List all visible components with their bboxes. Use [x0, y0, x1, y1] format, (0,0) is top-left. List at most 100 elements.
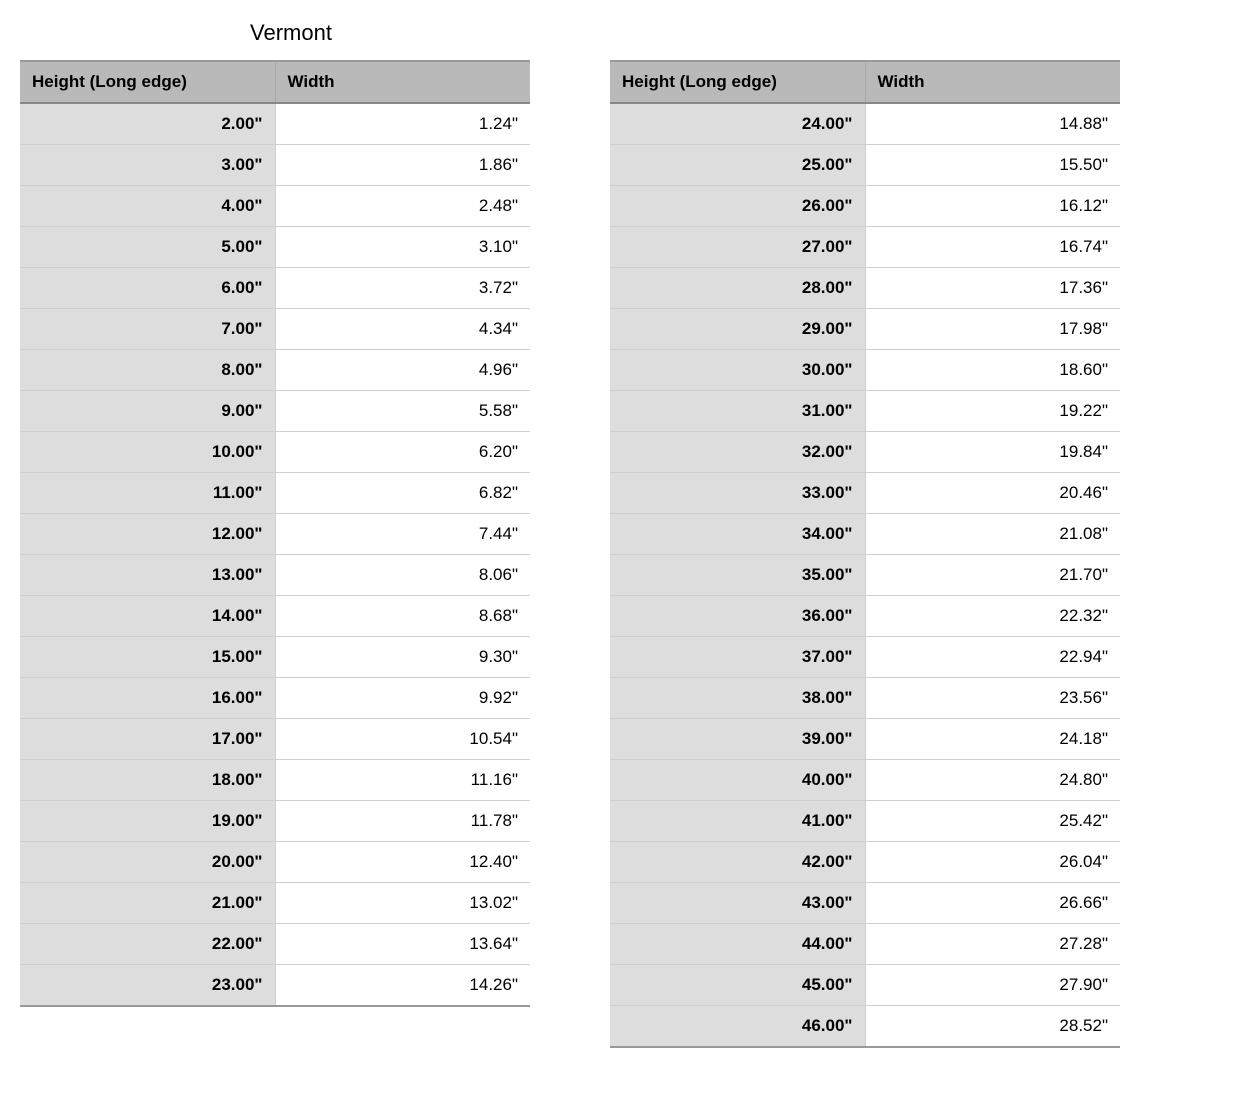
height-cell: 35.00"	[610, 555, 865, 596]
width-cell: 25.42"	[865, 801, 1120, 842]
width-cell: 9.92"	[275, 678, 530, 719]
table-row: 24.00"14.88"	[610, 103, 1120, 145]
table-row: 3.00"1.86"	[20, 145, 530, 186]
col-header-width: Width	[865, 61, 1120, 103]
width-cell: 3.72"	[275, 268, 530, 309]
dimensions-table: Height (Long edge)Width24.00"14.88"25.00…	[610, 60, 1120, 1048]
height-cell: 32.00"	[610, 432, 865, 473]
table-row: 21.00"13.02"	[20, 883, 530, 924]
table-row: 7.00"4.34"	[20, 309, 530, 350]
page-container: Vermont Height (Long edge)Width2.00"1.24…	[0, 0, 1240, 1088]
width-cell: 13.64"	[275, 924, 530, 965]
table-row: 8.00"4.96"	[20, 350, 530, 391]
table-row: 11.00"6.82"	[20, 473, 530, 514]
table-row: 17.00"10.54"	[20, 719, 530, 760]
width-cell: 24.80"	[865, 760, 1120, 801]
height-cell: 37.00"	[610, 637, 865, 678]
tables-row: Height (Long edge)Width2.00"1.24"3.00"1.…	[20, 60, 1220, 1048]
height-cell: 8.00"	[20, 350, 275, 391]
table-row: 25.00"15.50"	[610, 145, 1120, 186]
table-row: 15.00"9.30"	[20, 637, 530, 678]
height-cell: 10.00"	[20, 432, 275, 473]
height-cell: 43.00"	[610, 883, 865, 924]
table-row: 14.00"8.68"	[20, 596, 530, 637]
table-row: 13.00"8.06"	[20, 555, 530, 596]
width-cell: 6.20"	[275, 432, 530, 473]
width-cell: 8.68"	[275, 596, 530, 637]
height-cell: 41.00"	[610, 801, 865, 842]
height-cell: 42.00"	[610, 842, 865, 883]
width-cell: 3.10"	[275, 227, 530, 268]
table-row: 34.00"21.08"	[610, 514, 1120, 555]
height-cell: 33.00"	[610, 473, 865, 514]
table-row: 38.00"23.56"	[610, 678, 1120, 719]
table-header-row: Height (Long edge)Width	[610, 61, 1120, 103]
table-row: 31.00"19.22"	[610, 391, 1120, 432]
table-row: 18.00"11.16"	[20, 760, 530, 801]
width-cell: 16.74"	[865, 227, 1120, 268]
table-row: 37.00"22.94"	[610, 637, 1120, 678]
height-cell: 36.00"	[610, 596, 865, 637]
width-cell: 6.82"	[275, 473, 530, 514]
table-row: 2.00"1.24"	[20, 103, 530, 145]
height-cell: 9.00"	[20, 391, 275, 432]
height-cell: 25.00"	[610, 145, 865, 186]
width-cell: 19.84"	[865, 432, 1120, 473]
height-cell: 24.00"	[610, 103, 865, 145]
width-cell: 1.86"	[275, 145, 530, 186]
table-row: 39.00"24.18"	[610, 719, 1120, 760]
width-cell: 26.66"	[865, 883, 1120, 924]
width-cell: 22.32"	[865, 596, 1120, 637]
height-cell: 22.00"	[20, 924, 275, 965]
width-cell: 2.48"	[275, 186, 530, 227]
height-cell: 26.00"	[610, 186, 865, 227]
height-cell: 20.00"	[20, 842, 275, 883]
width-cell: 7.44"	[275, 514, 530, 555]
height-cell: 12.00"	[20, 514, 275, 555]
width-cell: 9.30"	[275, 637, 530, 678]
height-cell: 6.00"	[20, 268, 275, 309]
width-cell: 17.98"	[865, 309, 1120, 350]
height-cell: 7.00"	[20, 309, 275, 350]
height-cell: 21.00"	[20, 883, 275, 924]
width-cell: 22.94"	[865, 637, 1120, 678]
table-row: 41.00"25.42"	[610, 801, 1120, 842]
height-cell: 40.00"	[610, 760, 865, 801]
table-row: 36.00"22.32"	[610, 596, 1120, 637]
table-row: 29.00"17.98"	[610, 309, 1120, 350]
table-row: 22.00"13.64"	[20, 924, 530, 965]
table-row: 46.00"28.52"	[610, 1006, 1120, 1048]
table-row: 33.00"20.46"	[610, 473, 1120, 514]
height-cell: 13.00"	[20, 555, 275, 596]
height-cell: 30.00"	[610, 350, 865, 391]
width-cell: 18.60"	[865, 350, 1120, 391]
width-cell: 1.24"	[275, 103, 530, 145]
width-cell: 10.54"	[275, 719, 530, 760]
height-cell: 18.00"	[20, 760, 275, 801]
width-cell: 11.78"	[275, 801, 530, 842]
width-cell: 4.96"	[275, 350, 530, 391]
table-row: 42.00"26.04"	[610, 842, 1120, 883]
table-row: 28.00"17.36"	[610, 268, 1120, 309]
table-row: 32.00"19.84"	[610, 432, 1120, 473]
height-cell: 38.00"	[610, 678, 865, 719]
width-cell: 19.22"	[865, 391, 1120, 432]
height-cell: 39.00"	[610, 719, 865, 760]
width-cell: 5.58"	[275, 391, 530, 432]
table-row: 16.00"9.92"	[20, 678, 530, 719]
height-cell: 28.00"	[610, 268, 865, 309]
col-header-height: Height (Long edge)	[20, 61, 275, 103]
height-cell: 3.00"	[20, 145, 275, 186]
width-cell: 14.26"	[275, 965, 530, 1007]
width-cell: 28.52"	[865, 1006, 1120, 1048]
height-cell: 15.00"	[20, 637, 275, 678]
table-row: 44.00"27.28"	[610, 924, 1120, 965]
height-cell: 27.00"	[610, 227, 865, 268]
height-cell: 17.00"	[20, 719, 275, 760]
height-cell: 34.00"	[610, 514, 865, 555]
width-cell: 16.12"	[865, 186, 1120, 227]
width-cell: 23.56"	[865, 678, 1120, 719]
table-row: 9.00"5.58"	[20, 391, 530, 432]
height-cell: 31.00"	[610, 391, 865, 432]
height-cell: 5.00"	[20, 227, 275, 268]
